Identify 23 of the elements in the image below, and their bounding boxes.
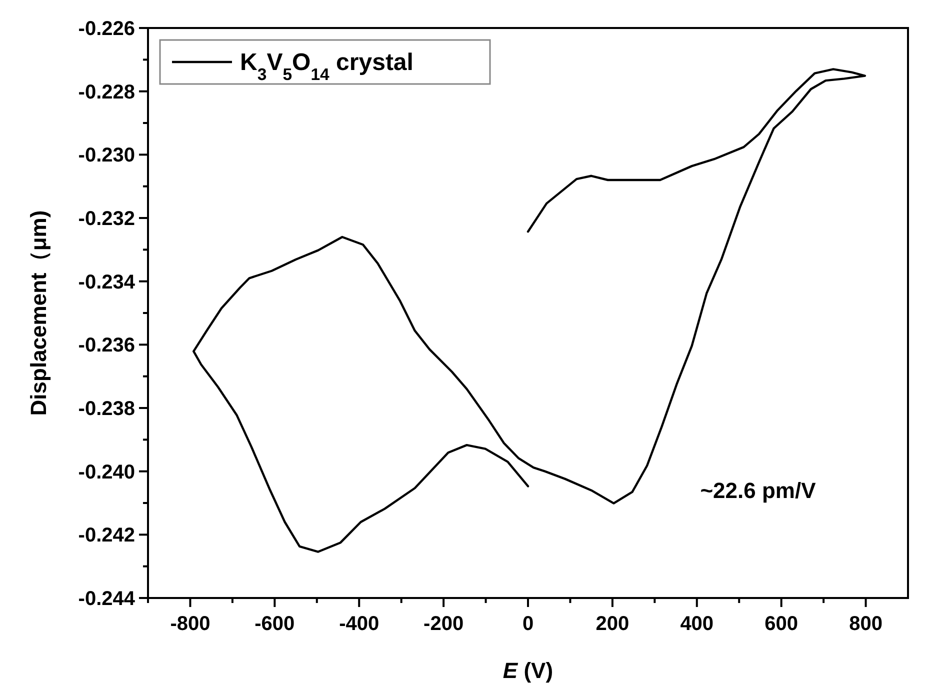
x-tick-label: 200 [596, 613, 630, 635]
y-tick-label: -0.244 [78, 588, 136, 610]
x-tick-label: -600 [254, 613, 295, 635]
x-axis-title: E (V) [502, 658, 554, 683]
y-axis-title: Displacement（μm) [26, 210, 51, 416]
x-tick-label: -800 [170, 613, 210, 635]
y-tick-label: -0.228 [78, 81, 135, 104]
x-tick-label: 400 [680, 613, 714, 635]
y-tick-label: -0.230 [78, 144, 135, 167]
y-tick-label: -0.242 [78, 524, 135, 547]
y-tick-label: -0.234 [78, 271, 136, 294]
annotation: ~22.6 pm/V [700, 478, 816, 503]
y-tick-label: -0.226 [78, 18, 135, 40]
x-tick-label: -200 [424, 613, 464, 635]
x-tick-label: 800 [849, 613, 882, 635]
legend-label: K$_{3}$V$_{5}$O$_{14}$ crystal [240, 49, 414, 84]
x-tick-label: 600 [764, 613, 798, 635]
y-tick-label: -0.232 [78, 208, 135, 230]
x-tick-label: -400 [339, 613, 380, 635]
x-tick-label: 0 [522, 613, 534, 635]
y-tick-label: -0.236 [78, 334, 135, 357]
y-tick-label: -0.240 [78, 461, 135, 484]
y-tick-label: -0.238 [78, 398, 135, 420]
